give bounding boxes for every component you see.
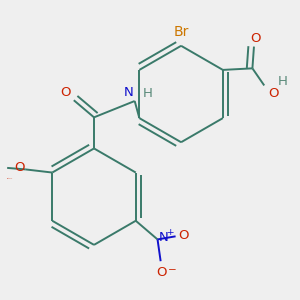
Text: Br: Br — [173, 25, 189, 39]
Text: +: + — [166, 228, 174, 237]
Text: H: H — [142, 87, 152, 101]
Text: O: O — [178, 229, 189, 242]
Text: O: O — [60, 86, 71, 99]
Text: N: N — [159, 231, 169, 244]
Text: −: − — [167, 265, 176, 275]
Text: O: O — [156, 266, 166, 279]
Text: O: O — [268, 87, 278, 100]
Text: O: O — [14, 161, 24, 174]
Text: methoxy: methoxy — [7, 178, 13, 179]
Text: O: O — [250, 32, 261, 45]
Text: H: H — [278, 75, 288, 88]
Text: N: N — [123, 85, 133, 98]
